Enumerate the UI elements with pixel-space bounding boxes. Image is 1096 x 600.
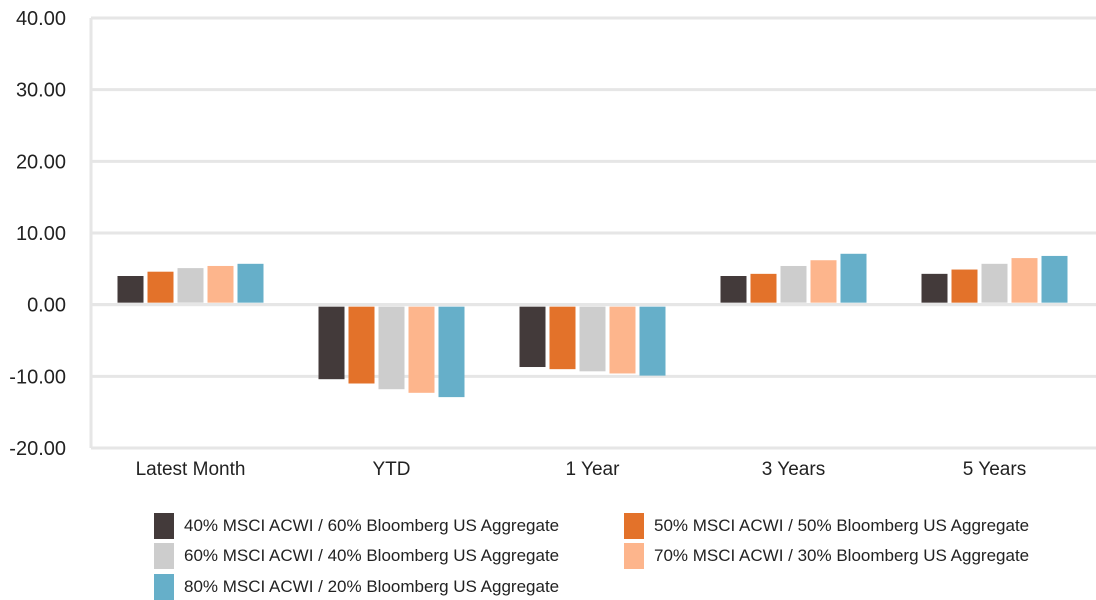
x-category-label: 5 Years [963, 459, 1026, 480]
bar-latest-month-series-1 [117, 276, 144, 303]
bar-latest-month-series-4 [207, 265, 234, 303]
x-axis-category-labels: Latest Month YTD 1 Year 3 Years 5 Years [136, 459, 1027, 480]
bar-5-years-series-4 [1011, 258, 1038, 303]
bar-3-years-series-2 [750, 273, 777, 303]
y-tick-label: -20.00 [9, 438, 66, 460]
bars [117, 253, 1068, 398]
x-category-label: 1 Year [566, 459, 621, 480]
bar-1-year-series-4 [609, 306, 636, 374]
bar-3-years-series-5 [840, 253, 867, 303]
bar-ytd-series-4 [408, 306, 435, 393]
x-category-label: 3 Years [762, 459, 825, 480]
x-category-label: YTD [373, 459, 411, 480]
bar-ytd-series-2 [348, 306, 375, 384]
bar-5-years-series-1 [921, 273, 948, 303]
gridlines [91, 16, 1096, 450]
bar-5-years-series-3 [981, 263, 1008, 303]
y-tick-label: 30.00 [16, 80, 66, 102]
bar-3-years-series-4 [810, 260, 837, 303]
bar-latest-month-series-3 [177, 268, 204, 303]
axes [89, 18, 1096, 448]
bar-1-year-series-5 [639, 306, 666, 376]
bar-1-year-series-3 [579, 306, 606, 372]
bar-3-years-series-3 [780, 265, 807, 303]
bar-3-years-series-1 [720, 276, 747, 303]
bar-latest-month-series-5 [237, 263, 264, 303]
y-axis-tick-labels: 40.00 30.00 20.00 10.00 0.00 -10.00 -20.00 [9, 8, 66, 460]
bar-5-years-series-5 [1041, 255, 1068, 303]
bar-ytd-series-5 [438, 306, 465, 398]
bar-ytd-series-3 [378, 306, 405, 390]
y-tick-label: -10.00 [9, 366, 66, 388]
bar-5-years-series-2 [951, 269, 978, 303]
x-category-label: Latest Month [136, 459, 246, 480]
y-tick-label: 10.00 [16, 223, 66, 245]
bar-latest-month-series-2 [147, 271, 174, 303]
bar-1-year-series-2 [549, 306, 576, 370]
y-tick-label: 40.00 [16, 8, 66, 30]
y-tick-label: 20.00 [16, 151, 66, 173]
bar-ytd-series-1 [318, 306, 345, 380]
y-tick-label: 0.00 [27, 295, 66, 317]
bar-1-year-series-1 [519, 306, 546, 368]
